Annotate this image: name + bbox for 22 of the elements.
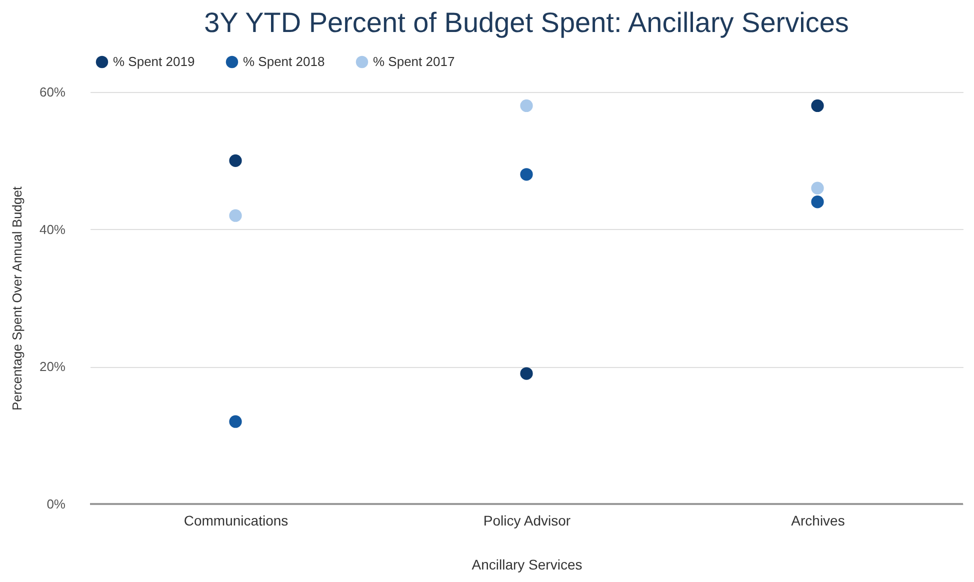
- y-axis-title: Percentage Spent Over Annual Budget: [9, 186, 24, 411]
- point: [811, 182, 824, 194]
- point: [520, 99, 533, 112]
- legend-label: % Spent 2018: [243, 54, 325, 69]
- y-tick-label: 20%: [39, 359, 66, 374]
- y-tick-label: 40%: [39, 222, 66, 237]
- point: [229, 154, 242, 167]
- point: [811, 99, 824, 112]
- x-tick-label: Communications: [184, 512, 288, 528]
- point: [229, 209, 242, 222]
- y-tick-label: 60%: [39, 84, 66, 100]
- legend-label: % Spent 2017: [373, 54, 455, 69]
- x-tick-label: Archives: [791, 512, 845, 528]
- point: [520, 367, 533, 380]
- legend-label: % Spent 2019: [113, 54, 195, 69]
- point: [229, 415, 242, 428]
- y-tick-label: 0%: [46, 496, 66, 512]
- point: [520, 168, 533, 181]
- point: [811, 196, 824, 208]
- x-axis-title: Ancillary Services: [472, 556, 582, 572]
- chart-title: 3Y YTD Percent of Budget Spent: Ancillary Services: [204, 7, 849, 38]
- x-tick-label: Policy Advisor: [483, 512, 571, 528]
